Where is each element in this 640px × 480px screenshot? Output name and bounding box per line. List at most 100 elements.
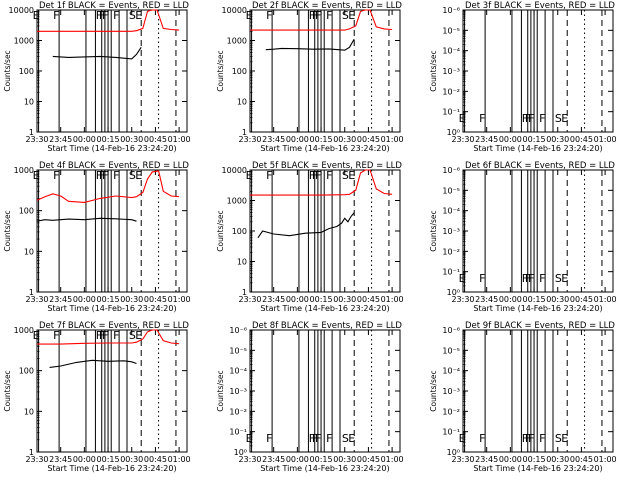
y-tick-label: 100 xyxy=(19,207,34,216)
x-tick-label: 00:30 xyxy=(546,295,569,304)
y-tick-label: 100 xyxy=(232,67,247,76)
event-marker-label: E xyxy=(246,169,253,182)
y-tick-label: 10⁻² xyxy=(442,407,460,416)
event-marker-label: F xyxy=(479,432,485,445)
y-tick-label: 1 xyxy=(242,288,247,297)
x-tick-label: 00:30 xyxy=(120,135,143,144)
x-tick-label: 00:00 xyxy=(286,295,309,304)
event-marker-label: F xyxy=(479,112,485,125)
x-axis-label: Start Time (14-Feb-16 23:24:20) xyxy=(47,144,176,153)
y-tick-label: 10⁻³ xyxy=(229,387,247,396)
x-tick-label: 00:15 xyxy=(523,455,546,464)
event-marker-label: F xyxy=(528,272,534,285)
x-tick-label: 00:00 xyxy=(286,455,309,464)
event-marker-label: F xyxy=(309,169,315,182)
axes-frame xyxy=(36,329,188,453)
series-line-events xyxy=(36,217,137,222)
y-tick-label: 10⁻⁶ xyxy=(442,326,460,335)
x-tick-label: 01:00 xyxy=(168,455,191,464)
chart-title: Det 3f BLACK = Events, RED = LLD xyxy=(465,1,615,11)
y-tick-label: 10⁰ xyxy=(234,448,247,457)
y-tick-label: 10⁰ xyxy=(447,448,460,457)
y-tick-label: 1000 xyxy=(227,197,247,206)
event-marker-label: F xyxy=(326,432,332,445)
x-tick-label: 00:30 xyxy=(120,295,143,304)
x-tick-label: 23:45 xyxy=(262,135,285,144)
chart-panel-8: Det 8f BLACK = Events, RED = LLD 10⁰ 10⁻¹ 1… xyxy=(216,321,404,473)
event-marker-label: F xyxy=(96,329,102,342)
x-tick-label: 23:30 xyxy=(451,455,474,464)
event-marker-label: E xyxy=(348,169,355,182)
x-tick-label: 00:45 xyxy=(570,455,593,464)
y-tick-label: 1 xyxy=(29,288,34,297)
event-marker-label: S xyxy=(129,9,136,22)
y-axis-label: Counts/sec xyxy=(429,50,438,91)
y-tick-label: 10⁻² xyxy=(442,247,460,256)
x-tick-label: 00:15 xyxy=(310,455,333,464)
event-marker-label: F xyxy=(312,432,318,445)
event-marker-label: F xyxy=(53,9,59,22)
series-line-events xyxy=(49,359,137,368)
y-tick-label: 10⁻⁴ xyxy=(442,367,460,376)
chart-title: Det 1f BLACK = Events, RED = LLD xyxy=(39,1,189,11)
x-axis-label: Start Time (14-Feb-16 23:24:20) xyxy=(473,304,602,313)
y-tick-label: 1000 xyxy=(14,326,34,335)
y-axis-label: Counts/sec xyxy=(3,370,12,411)
event-marker-label: S xyxy=(342,432,349,445)
event-marker-label: F xyxy=(528,112,534,125)
x-tick-label: 00:00 xyxy=(499,135,522,144)
event-marker-label: F xyxy=(522,432,528,445)
event-marker-label: F xyxy=(326,169,332,182)
y-tick-label: 1000 xyxy=(227,37,247,46)
x-tick-label: 01:00 xyxy=(381,295,404,304)
x-tick-label: 00:00 xyxy=(499,455,522,464)
x-tick-label: 00:45 xyxy=(357,455,380,464)
event-marker-label: F xyxy=(113,169,119,182)
x-axis-label: Start Time (14-Feb-16 23:24:20) xyxy=(260,144,389,153)
y-tick-label: 1000 xyxy=(14,37,34,46)
event-marker-label: F xyxy=(102,9,108,22)
event-marker-label: F xyxy=(99,9,105,22)
y-tick-label: 1 xyxy=(242,128,247,137)
y-tick-label: 10 xyxy=(237,258,247,267)
y-tick-label: 10 xyxy=(24,98,34,107)
event-marker-label: F xyxy=(528,432,534,445)
y-axis-label: Counts/sec xyxy=(3,210,12,251)
event-marker-label: F xyxy=(525,272,531,285)
chart-panel-9: Det 9f BLACK = Events, RED = LLD 10⁰ 10⁻¹ 1… xyxy=(429,321,617,473)
y-tick-label: 1 xyxy=(29,448,34,457)
y-axis-label: Counts/sec xyxy=(429,210,438,251)
x-tick-label: 01:00 xyxy=(594,295,617,304)
x-tick-label: 23:30 xyxy=(238,455,261,464)
event-marker-label: F xyxy=(53,169,59,182)
y-tick-label: 100 xyxy=(19,67,34,76)
x-tick-label: 01:00 xyxy=(594,455,617,464)
y-tick-label: 10⁻⁴ xyxy=(229,367,247,376)
y-tick-label: 10⁻³ xyxy=(442,227,460,236)
y-axis-label: Counts/sec xyxy=(216,50,225,91)
x-tick-label: 00:45 xyxy=(357,135,380,144)
chart-panel-7: Det 7f BLACK = Events, RED = LLD 1 10 100 10… xyxy=(3,321,191,473)
event-marker-label: F xyxy=(96,169,102,182)
event-marker-label: F xyxy=(522,112,528,125)
event-marker-label: S xyxy=(342,9,349,22)
event-marker-label: E xyxy=(459,112,466,125)
event-marker-label: F xyxy=(315,169,321,182)
event-marker-label: S xyxy=(555,432,562,445)
x-tick-label: 00:15 xyxy=(97,455,120,464)
x-tick-label: 00:00 xyxy=(73,135,96,144)
x-tick-label: 23:45 xyxy=(49,455,72,464)
event-marker-label: F xyxy=(113,9,119,22)
x-tick-label: 23:45 xyxy=(49,295,72,304)
x-tick-label: 00:30 xyxy=(333,135,356,144)
event-marker-label: F xyxy=(99,169,105,182)
series-line-lld xyxy=(37,329,180,345)
y-tick-label: 10⁻¹ xyxy=(442,428,460,437)
y-tick-label: 10⁻⁴ xyxy=(442,47,460,56)
x-tick-label: 00:00 xyxy=(73,455,96,464)
y-tick-label: 10⁻⁵ xyxy=(229,346,247,355)
event-marker-label: F xyxy=(309,432,315,445)
y-tick-label: 10⁻³ xyxy=(442,67,460,76)
x-tick-label: 00:45 xyxy=(570,135,593,144)
